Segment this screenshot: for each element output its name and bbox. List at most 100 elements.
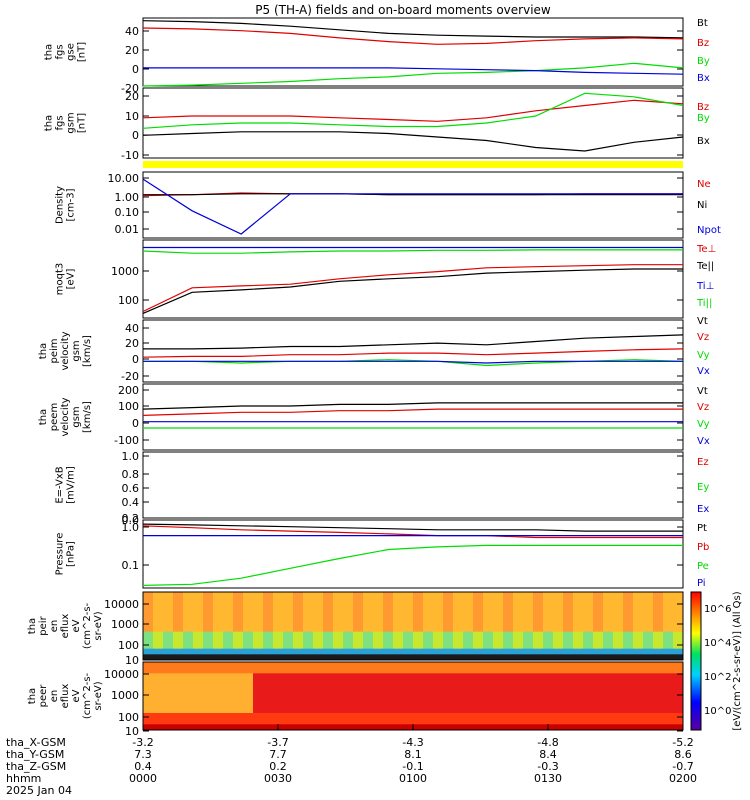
series-line xyxy=(142,264,683,313)
x-tick-label: 8.6 xyxy=(674,748,692,761)
heatmap-cell xyxy=(673,667,684,674)
heatmap-cell xyxy=(253,684,264,691)
heatmap-cell xyxy=(633,679,644,686)
heatmap-cell xyxy=(663,724,674,731)
heatmap-cell xyxy=(223,684,234,691)
heatmap-cell xyxy=(273,620,284,627)
heatmap-cell xyxy=(653,614,664,621)
heatmap-cell xyxy=(173,673,184,680)
heatmap-cell xyxy=(513,603,524,610)
heatmap-cell xyxy=(373,592,384,599)
heatmap-cell xyxy=(503,679,514,686)
heatmap-cell xyxy=(313,654,324,661)
heatmap-cell xyxy=(443,637,454,644)
panel-frame xyxy=(142,383,684,451)
heatmap-cell xyxy=(483,690,494,697)
heatmap-cell xyxy=(653,696,664,703)
heatmap-cell xyxy=(613,643,624,650)
heatmap-cell xyxy=(353,609,364,616)
heatmap-cell xyxy=(393,662,404,669)
heatmap-cell xyxy=(423,667,434,674)
heatmap-cell xyxy=(293,684,304,691)
heatmap-cell xyxy=(623,662,634,669)
series-line xyxy=(143,359,684,367)
heatmap-cell xyxy=(583,643,594,650)
heatmap-cell xyxy=(283,626,294,633)
heatmap-cell xyxy=(673,654,684,661)
heatmap-cell xyxy=(403,631,414,638)
heatmap-cell xyxy=(433,724,444,731)
x-tick-label: -0.3 xyxy=(537,760,558,773)
y-axis-label: (cm^2-s- xyxy=(82,672,93,719)
heatmap-cell xyxy=(353,620,364,627)
heatmap-cell xyxy=(553,679,564,686)
heatmap-cell xyxy=(203,684,214,691)
heatmap-cell xyxy=(523,637,534,644)
heatmap-cell xyxy=(333,637,344,644)
x-tick-label: 0100 xyxy=(399,772,427,785)
heatmap-cell xyxy=(393,648,404,655)
heatmap-cell xyxy=(603,648,614,655)
heatmap-cell xyxy=(313,713,324,720)
heatmap-cell xyxy=(143,701,154,708)
colorbar-gradient xyxy=(690,591,702,731)
heatmap-cell xyxy=(153,603,164,610)
heatmap-cell xyxy=(303,648,314,655)
heatmap-cell xyxy=(233,648,244,655)
heatmap-cell xyxy=(233,679,244,686)
heatmap-cell xyxy=(633,597,644,604)
heatmap-cell xyxy=(493,662,504,669)
heatmap-cell xyxy=(453,690,464,697)
heatmap-cell xyxy=(593,614,604,621)
heatmap-cell xyxy=(463,667,474,674)
heatmap-cell xyxy=(443,620,454,627)
heatmap-cell xyxy=(463,724,474,731)
heatmap-cell xyxy=(433,609,444,616)
heatmap-cell xyxy=(653,609,664,616)
heatmap-cell xyxy=(673,631,684,638)
heatmap-cell xyxy=(343,637,354,644)
heatmap-cell xyxy=(653,637,664,644)
heatmap-cell xyxy=(603,718,614,725)
heatmap-cell xyxy=(463,707,474,714)
heatmap-cell xyxy=(323,603,334,610)
heatmap-cell xyxy=(383,648,394,655)
heatmap-cell xyxy=(293,718,304,725)
legend-label: Ey xyxy=(697,482,709,493)
heatmap-cell xyxy=(193,626,204,633)
heatmap-cell xyxy=(673,620,684,627)
heatmap-cell xyxy=(513,690,524,697)
heatmap-cell xyxy=(483,597,494,604)
heatmap-cell xyxy=(233,614,244,621)
heatmap-cell xyxy=(673,713,684,720)
heatmap-cell xyxy=(243,690,254,697)
heatmap-cell xyxy=(333,718,344,725)
heatmap-cell xyxy=(263,603,274,610)
heatmap-cell xyxy=(393,690,404,697)
heatmap-cell xyxy=(553,620,564,627)
heatmap-cell xyxy=(623,690,634,697)
heatmap-cell xyxy=(653,643,664,650)
heatmap-cell xyxy=(623,631,634,638)
heatmap-cell xyxy=(253,614,264,621)
heatmap-cell xyxy=(503,631,514,638)
heatmap-cell xyxy=(493,718,504,725)
heatmap-cell xyxy=(513,667,524,674)
heatmap-cell xyxy=(203,690,214,697)
heatmap-cell xyxy=(343,696,354,703)
heatmap-cell xyxy=(633,643,644,650)
heatmap-cell xyxy=(613,667,624,674)
heatmap-cell xyxy=(433,679,444,686)
heatmap-cell xyxy=(183,673,194,680)
ephem-label-x: tha_X-GSM xyxy=(6,736,66,749)
heatmap-cell xyxy=(323,679,334,686)
y-tick-label: 1.0 xyxy=(122,450,140,463)
heatmap-cell xyxy=(663,690,674,697)
heatmap-cell xyxy=(173,718,184,725)
heatmap-cell xyxy=(163,713,174,720)
heatmap-cell xyxy=(263,679,274,686)
y-tick-label: 100 xyxy=(118,711,139,724)
heatmap-cell xyxy=(533,673,544,680)
y-tick-label: 100 xyxy=(118,294,139,307)
heatmap-cell xyxy=(463,643,474,650)
